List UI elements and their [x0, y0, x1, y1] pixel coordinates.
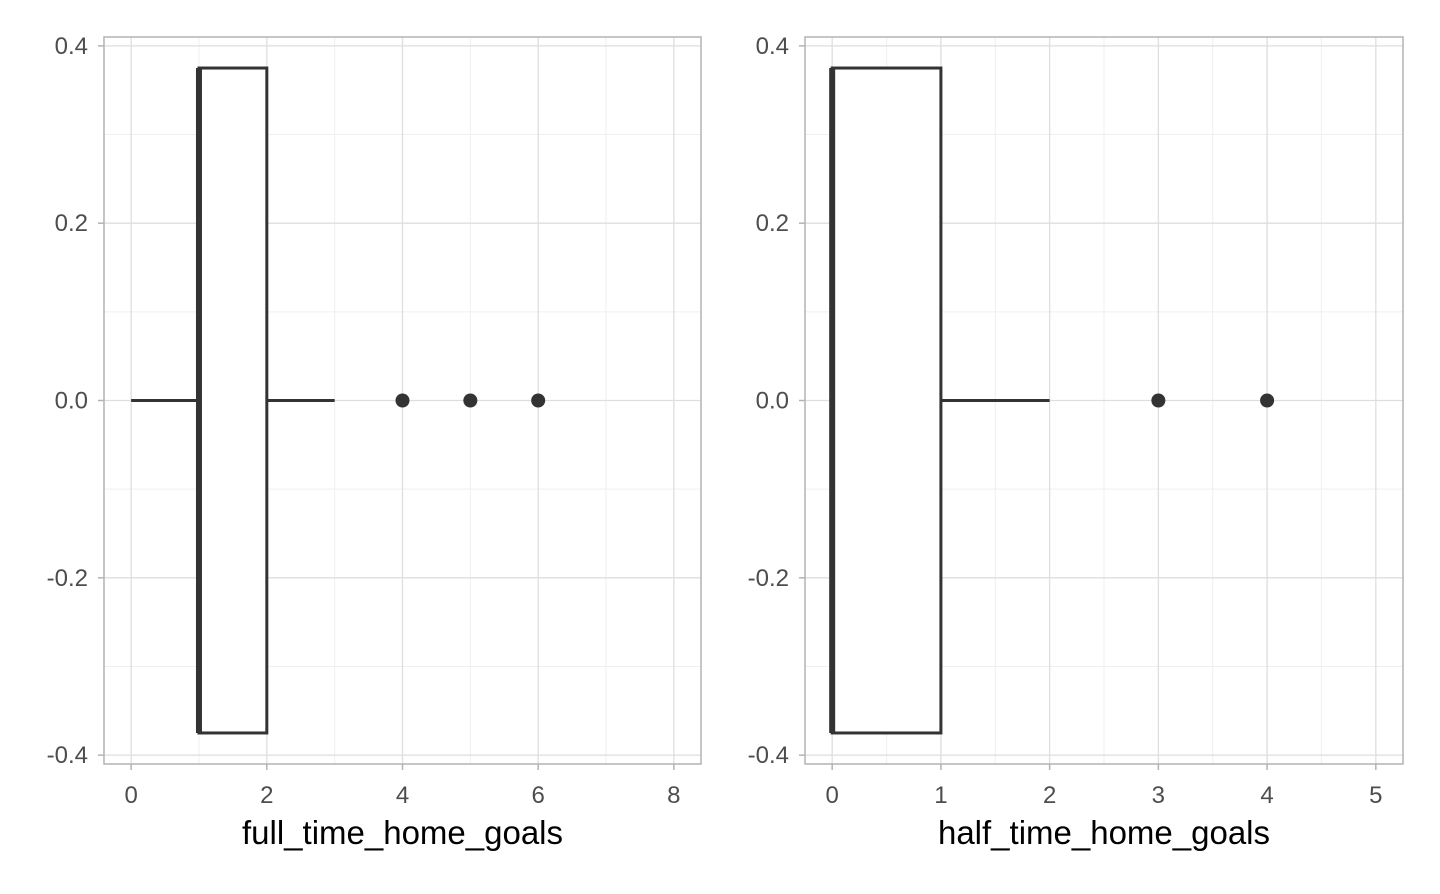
- box-iqr: [197, 66, 269, 735]
- x-tick-label: 0: [124, 782, 137, 809]
- y-tick-label: -0.2: [748, 565, 789, 592]
- x-tick-label: 2: [1043, 782, 1056, 809]
- outlier-point: [395, 393, 410, 408]
- outlier-point: [1151, 393, 1166, 408]
- y-tick-label: -0.4: [748, 742, 789, 769]
- y-tick-label: 0.4: [55, 33, 88, 60]
- y-tick-label: -0.4: [47, 742, 88, 769]
- y-tick-label: 0.0: [55, 388, 88, 415]
- box-iqr: [830, 66, 943, 735]
- y-tick-label: 0.0: [756, 388, 789, 415]
- x-tick-label: 3: [1152, 782, 1165, 809]
- y-axis: -0.4 -0.2 0.0 0.2 0.4: [47, 33, 104, 769]
- panel-1: 0 2 4 6 8 -0.4 -0.2 0.0 0.2 0.4 full_time_home_goa…: [47, 33, 702, 851]
- x-tick-label: 4: [1260, 782, 1273, 809]
- x-axis-title: full_time_home_goals: [242, 814, 563, 851]
- y-tick-label: 0.2: [55, 210, 88, 237]
- y-tick-label: 0.4: [756, 33, 789, 60]
- x-tick-label: 0: [826, 782, 839, 809]
- outlier-point: [463, 393, 478, 408]
- outlier-point: [531, 393, 546, 408]
- panel-2: 0 1 2 3 4 5 -0.4 -0.2 0.0 0.2 0.4 half_time_home_go…: [748, 33, 1404, 851]
- boxplot: [131, 66, 546, 735]
- x-axis: 0 1 2 3 4 5: [826, 764, 1382, 809]
- x-axis: 0 2 4 6 8: [124, 764, 681, 809]
- x-tick-label: 1: [934, 782, 947, 809]
- x-tick-label: 2: [260, 782, 273, 809]
- x-axis-title: half_time_home_goals: [938, 814, 1270, 851]
- y-tick-label: -0.2: [47, 565, 88, 592]
- x-tick-label: 4: [396, 782, 409, 809]
- x-tick-label: 5: [1369, 782, 1382, 809]
- y-axis: -0.4 -0.2 0.0 0.2 0.4: [748, 33, 805, 769]
- x-tick-label: 6: [532, 782, 545, 809]
- y-tick-label: 0.2: [756, 210, 789, 237]
- boxplot: [829, 66, 1275, 735]
- x-tick-label: 8: [667, 782, 680, 809]
- outlier-point: [1260, 393, 1275, 408]
